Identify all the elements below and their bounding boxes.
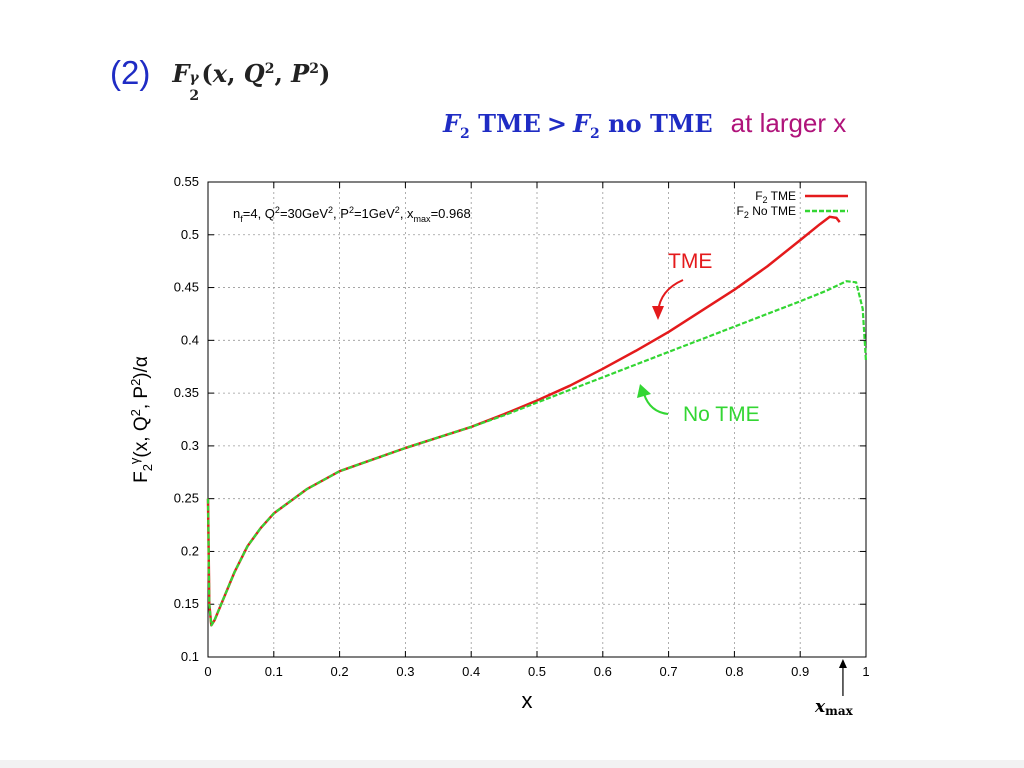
y-tick-label: 0.4: [181, 332, 199, 347]
y-tick-label: 0.15: [174, 596, 199, 611]
x-tick-label: 1: [862, 664, 869, 679]
y-tick-label: 0.2: [181, 543, 199, 558]
y-tick-label: 0.1: [181, 649, 199, 664]
x-tick-label: 0.2: [331, 664, 349, 679]
legend-label: F2 No TME: [737, 204, 796, 220]
comparison-rhs: F2 no TME: [572, 109, 713, 142]
comparison-line: F2 TME > F2 no TME at larger x: [443, 108, 846, 142]
y-axis-label: F2γ(x, Q2, P2)/α: [127, 356, 155, 483]
comparison-relation: >: [546, 109, 567, 138]
y-tick-label: 0.45: [174, 280, 199, 295]
y-tick-label: 0.25: [174, 491, 199, 506]
annotation-no-tme: No TME: [683, 403, 760, 426]
y-tick-label: 0.5: [181, 227, 199, 242]
series-line-no-tme: [206, 280, 868, 627]
x-tick-label: 0.6: [594, 664, 612, 679]
y-tick-label: 0.3: [181, 438, 199, 453]
x-tick-label: 0.5: [528, 664, 546, 679]
xmax-arrowhead: [838, 659, 847, 668]
annotation-arrowhead-tme: [652, 306, 664, 320]
slide-bottom-band: [0, 760, 1024, 768]
annotation-arrow-no-tme: [643, 393, 669, 415]
legend-label: F2 TME: [755, 189, 796, 205]
comparison-lhs: F2 TME: [443, 109, 541, 142]
comparison-note: at larger x: [730, 108, 847, 138]
x-tick-label: 0: [204, 664, 211, 679]
x-tick-label: 0.3: [396, 664, 414, 679]
y-tick-label: 0.55: [174, 174, 199, 189]
heading-number: (2): [110, 54, 151, 91]
x-tick-label: 0.4: [462, 664, 480, 679]
x-axis-label: x: [522, 688, 533, 713]
x-tick-label: 0.7: [660, 664, 678, 679]
x-tick-label: 0.1: [265, 664, 283, 679]
annotation-arrowhead-no-tme: [637, 384, 651, 398]
annotation-tme: TME: [668, 250, 712, 273]
x-tick-label: 0.8: [725, 664, 743, 679]
xmax-label: xmax: [814, 697, 854, 718]
y-tick-label: 0.35: [174, 385, 199, 400]
parameters-text: nf=4, Q2=30GeV2, P2=1GeV2, xmax=0.968: [233, 205, 471, 224]
x-tick-label: 0.9: [791, 664, 809, 679]
